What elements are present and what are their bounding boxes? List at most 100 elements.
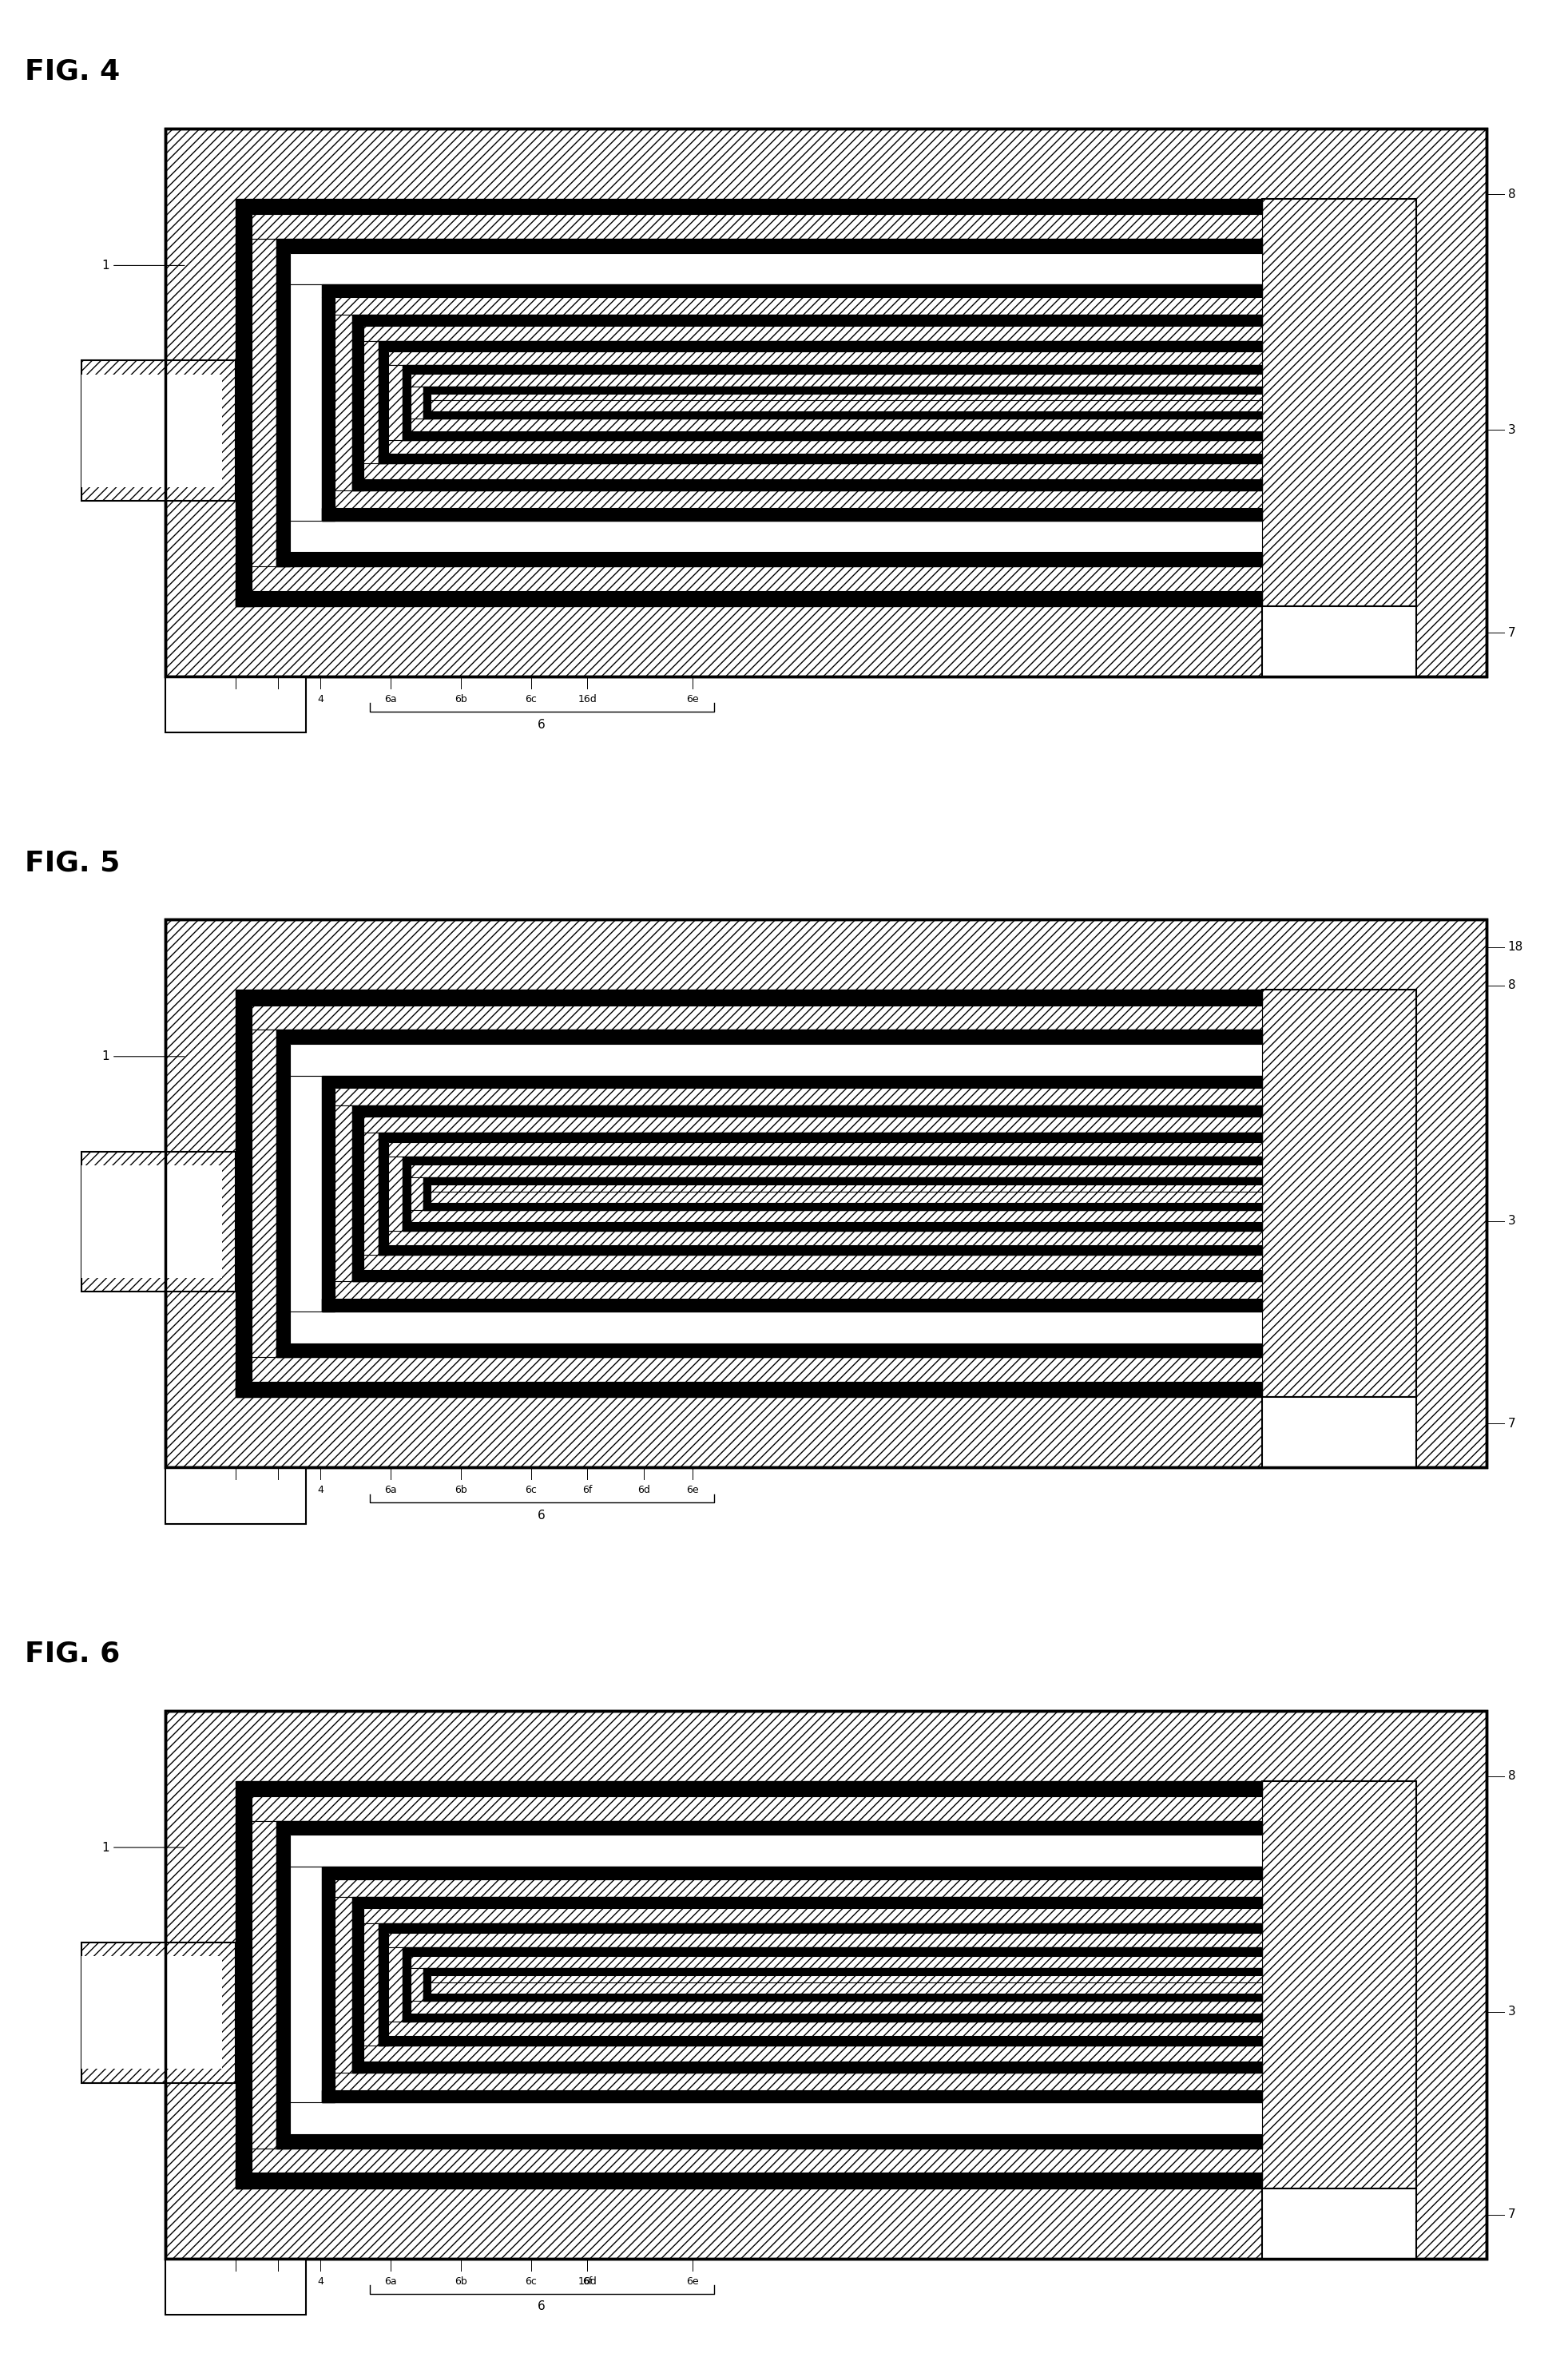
Text: 6e: 6e (687, 693, 699, 705)
Bar (378, 1246, 1262, 1255)
Bar (334, 1896, 351, 2091)
Text: 4: 4 (317, 1485, 323, 1495)
Text: 6c: 6c (525, 693, 536, 705)
Bar (431, 1974, 1262, 1986)
Bar (389, 1934, 1262, 2036)
Bar (351, 1896, 1262, 1908)
Bar (235, 1381, 1262, 1398)
Bar (423, 1967, 1262, 1974)
Text: 2: 2 (232, 693, 238, 705)
Bar (276, 1343, 1262, 1357)
Text: 4: 4 (317, 2276, 323, 2288)
Bar (403, 1222, 1262, 1232)
Bar (82, 1943, 235, 2083)
Bar (423, 411, 1262, 418)
Text: 3: 3 (1508, 2005, 1516, 2017)
Text: 6: 6 (538, 1509, 546, 1521)
Bar (290, 520, 1262, 553)
Bar (321, 1298, 1262, 1312)
Bar (431, 401, 1262, 411)
Bar (431, 1184, 1262, 1196)
Text: 9: 9 (102, 2012, 199, 2053)
Bar (321, 285, 1262, 297)
Bar (334, 297, 1262, 508)
Bar (251, 2148, 1262, 2174)
Bar (351, 1896, 1262, 2072)
Bar (276, 240, 1262, 254)
Bar (378, 1132, 1262, 1141)
Bar (321, 297, 334, 520)
Bar (276, 1820, 1262, 1834)
Bar (251, 1796, 1262, 1820)
Bar (411, 1165, 1262, 1177)
Bar (235, 990, 1416, 1398)
Bar (403, 2012, 1262, 2022)
Bar (351, 2062, 1262, 2072)
Text: 6b: 6b (455, 693, 467, 705)
Bar (235, 214, 251, 605)
Bar (378, 1925, 1262, 2046)
Bar (235, 199, 1416, 605)
Bar (235, 1780, 1416, 2188)
Bar (423, 1203, 1262, 1210)
Text: FIG. 5: FIG. 5 (25, 850, 121, 876)
Text: 6: 6 (538, 2302, 546, 2314)
Bar (276, 1834, 290, 2148)
Bar (276, 2133, 1262, 2148)
Bar (166, 1711, 1486, 2259)
Bar (431, 406, 442, 411)
Bar (251, 1006, 1262, 1030)
Bar (321, 285, 1262, 520)
Bar (251, 1006, 1262, 1381)
Text: 6b: 6b (455, 2276, 467, 2288)
Bar (403, 1955, 411, 2022)
Bar (235, 990, 1262, 1006)
Bar (290, 254, 1262, 553)
Bar (1262, 1780, 1416, 2188)
Bar (423, 1974, 431, 2000)
Text: 6: 6 (538, 719, 546, 731)
Bar (290, 1834, 1262, 1868)
Bar (411, 418, 1262, 432)
Text: 6a: 6a (384, 2276, 397, 2288)
Bar (334, 1089, 1262, 1106)
Bar (1262, 2188, 1416, 2259)
Bar (321, 1075, 1262, 1312)
Bar (351, 1908, 364, 2072)
Text: 8: 8 (1508, 187, 1515, 199)
Bar (251, 1030, 276, 1381)
Text: 6d: 6d (637, 1485, 649, 1495)
Text: 4: 4 (317, 693, 323, 705)
Text: 9: 9 (102, 432, 199, 472)
Text: 7: 7 (1508, 626, 1515, 638)
Bar (411, 373, 1262, 432)
Text: FIG. 6: FIG. 6 (25, 1640, 121, 1668)
Bar (364, 1925, 378, 2062)
Bar (423, 1177, 1262, 1210)
Bar (235, 1780, 1262, 1796)
Text: 3: 3 (1508, 425, 1516, 437)
Bar (82, 1165, 223, 1277)
Bar (403, 432, 1262, 439)
Bar (411, 387, 423, 432)
Bar (351, 479, 1262, 491)
Bar (351, 1106, 1262, 1281)
Text: 5: 5 (274, 693, 281, 705)
Bar (290, 1312, 1262, 1343)
Bar (251, 214, 1262, 240)
Bar (389, 1934, 1262, 1948)
Bar (403, 1948, 1262, 1955)
Bar (423, 1993, 1262, 2000)
Bar (423, 1967, 1262, 2000)
Bar (423, 1184, 431, 1210)
Bar (389, 439, 1262, 453)
Bar (334, 2072, 1262, 2091)
Bar (351, 1118, 364, 1281)
Bar (423, 387, 1262, 418)
Bar (166, 1467, 306, 1523)
Bar (389, 1948, 403, 2036)
Bar (82, 1955, 223, 2069)
Bar (334, 1089, 1262, 1298)
Bar (1262, 605, 1416, 676)
Bar (290, 1075, 321, 1343)
